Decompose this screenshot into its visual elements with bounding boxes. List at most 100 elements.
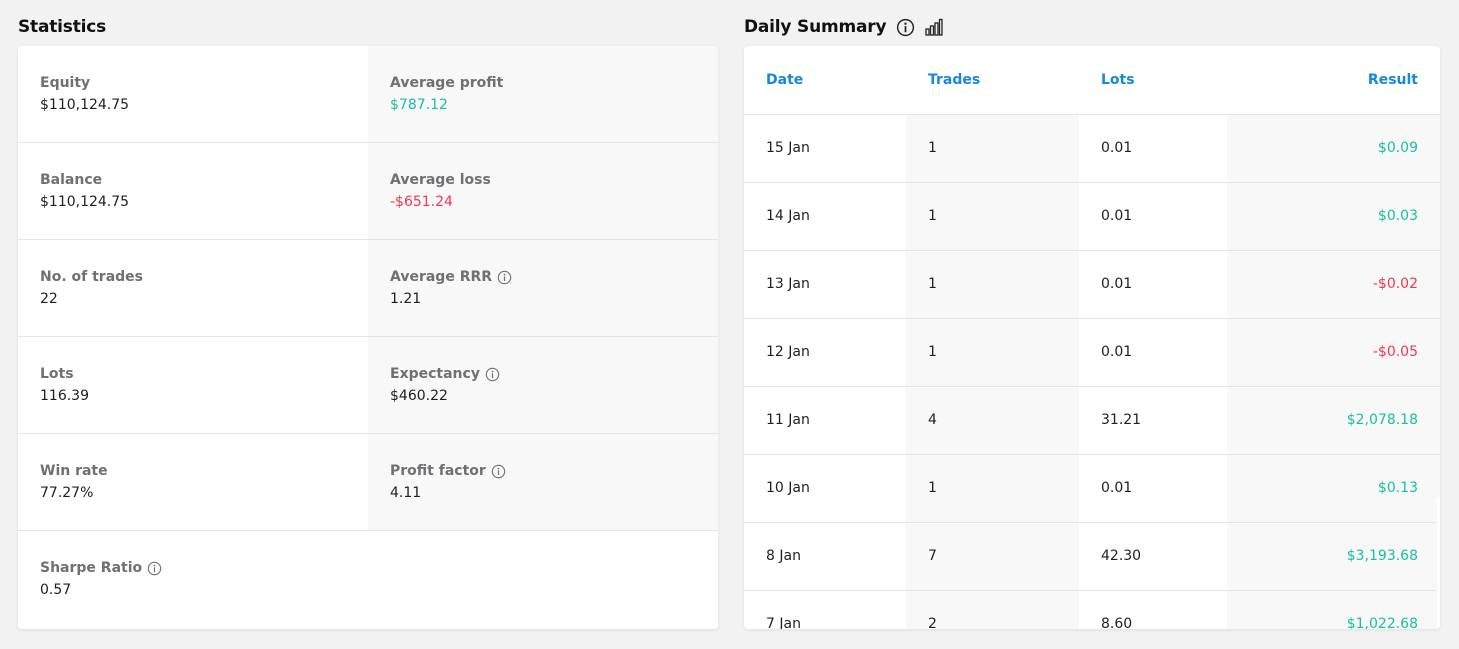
table-row: 11 Jan 4 31.21 $2,078.18 [744, 386, 1440, 455]
statistics-card: Equity $110,124.75 Average profit $787.12 Ba… [18, 46, 718, 629]
table-scrollbar[interactable] [1437, 498, 1440, 628]
stat-cell: Average loss -$651.24 [368, 143, 718, 239]
daily-summary-card: Date Trades Lots Result 15 Jan 1 0.01 $0.09… [744, 46, 1440, 629]
stat-label-text: Average RRR [390, 269, 493, 285]
table-row: 12 Jan 1 0.01 -$0.05 [744, 318, 1440, 387]
daily-summary-table: Date Trades Lots Result 15 Jan 1 0.01 $0.09… [744, 46, 1440, 629]
info-icon[interactable] [491, 464, 506, 479]
stat-value: 0.57 [40, 582, 72, 598]
table-row: 10 Jan 1 0.01 $0.13 [744, 454, 1440, 523]
stat-cell: Balance $110,124.75 [18, 143, 368, 239]
cell-date: 10 Jan [744, 454, 906, 523]
cell-lots: 0.01 [1079, 114, 1227, 183]
cell-date: 12 Jan [744, 318, 906, 387]
cell-trades: 1 [906, 114, 1079, 183]
cell-trades: 1 [906, 318, 1079, 387]
stat-cell: Profit factor 4.11 [368, 434, 718, 530]
stat-label-text: Expectancy [390, 366, 480, 382]
cell-trades: 1 [906, 250, 1079, 319]
table-header-row: Date Trades Lots Result [744, 46, 1440, 115]
cell-date: 11 Jan [744, 386, 906, 455]
cell-result: $0.03 [1227, 182, 1440, 251]
stat-label-text: Sharpe Ratio [40, 560, 143, 576]
cell-lots: 0.01 [1079, 250, 1227, 319]
stat-label-text: Average loss [390, 172, 491, 188]
column-header-result[interactable]: Result [1227, 46, 1440, 115]
cell-result: $0.13 [1227, 454, 1440, 523]
cell-date: 8 Jan [744, 522, 906, 591]
cell-date: 13 Jan [744, 250, 906, 319]
info-icon[interactable] [147, 561, 162, 576]
stat-label: Win rate [40, 462, 368, 480]
stat-value: 4.11 [390, 485, 422, 501]
cell-trades: 4 [906, 386, 1079, 455]
stats-row: Equity $110,124.75 Average profit $787.12 [18, 46, 718, 143]
stat-cell: Lots 116.39 [18, 337, 368, 433]
stats-row: Balance $110,124.75 Average loss -$651.24 [18, 143, 718, 240]
cell-trades: 1 [906, 182, 1079, 251]
stat-cell: Average profit $787.12 [368, 46, 718, 142]
column-header-date[interactable]: Date [744, 46, 906, 115]
bar-chart-icon[interactable] [925, 18, 944, 36]
info-icon[interactable] [485, 367, 500, 382]
column-header-trades[interactable]: Trades [906, 46, 1079, 115]
stat-label: No. of trades [40, 268, 368, 286]
stat-label: Lots [40, 365, 368, 383]
daily-summary-title: Daily Summary [744, 16, 944, 38]
cell-result: -$0.05 [1227, 318, 1440, 387]
table-row: 14 Jan 1 0.01 $0.03 [744, 182, 1440, 251]
stat-label: Average RRR [390, 268, 718, 286]
stat-cell: Average RRR 1.21 [368, 240, 718, 336]
cell-date: 15 Jan [744, 114, 906, 183]
column-header-lots[interactable]: Lots [1079, 46, 1227, 115]
stat-cell: Equity $110,124.75 [18, 46, 368, 142]
stat-value: $110,124.75 [40, 97, 130, 113]
stat-label-text: Average profit [390, 75, 504, 91]
stat-label: Balance [40, 171, 368, 189]
stat-label: Expectancy [390, 365, 718, 383]
stat-label-text: Win rate [40, 463, 108, 479]
table-row: 7 Jan 2 8.60 $1,022.68 [744, 590, 1440, 629]
info-icon[interactable] [896, 18, 915, 37]
stat-label: Profit factor [390, 462, 718, 480]
stat-label: Sharpe Ratio [40, 559, 368, 577]
stats-row: Win rate 77.27% Profit factor 4.11 [18, 434, 718, 531]
stats-row: Sharpe Ratio 0.57 [18, 531, 718, 628]
cell-lots: 0.01 [1079, 454, 1227, 523]
stat-value: 1.21 [390, 291, 422, 307]
cell-lots: 0.01 [1079, 318, 1227, 387]
cell-result: $1,022.68 [1227, 590, 1440, 629]
stat-label: Average loss [390, 171, 718, 189]
stat-cell: Sharpe Ratio 0.57 [18, 531, 368, 628]
cell-result: $3,193.68 [1227, 522, 1440, 591]
stat-cell: Win rate 77.27% [18, 434, 368, 530]
stat-cell: Expectancy $460.22 [368, 337, 718, 433]
stat-label: Equity [40, 74, 368, 92]
stat-value: -$651.24 [390, 194, 453, 210]
stat-label-text: No. of trades [40, 269, 144, 285]
stat-value: $787.12 [390, 97, 448, 113]
statistics-title: Statistics [18, 16, 106, 38]
cell-result: -$0.02 [1227, 250, 1440, 319]
cell-lots: 8.60 [1079, 590, 1227, 629]
stat-value: $110,124.75 [40, 194, 130, 210]
stat-label-text: Profit factor [390, 463, 486, 479]
stat-value: 116.39 [40, 388, 89, 404]
cell-trades: 2 [906, 590, 1079, 629]
table-row: 13 Jan 1 0.01 -$0.02 [744, 250, 1440, 319]
cell-result: $2,078.18 [1227, 386, 1440, 455]
cell-lots: 31.21 [1079, 386, 1227, 455]
stats-row: No. of trades 22 Average RRR 1.21 [18, 240, 718, 337]
stat-label-text: Balance [40, 172, 103, 188]
stat-value: $460.22 [390, 388, 448, 404]
cell-date: 7 Jan [744, 590, 906, 629]
stat-value: 22 [40, 291, 58, 307]
statistics-title-text: Statistics [18, 17, 107, 37]
stat-value: 77.27% [40, 485, 94, 501]
stat-cell: No. of trades 22 [18, 240, 368, 336]
stats-row: Lots 116.39 Expectancy $460.22 [18, 337, 718, 434]
stat-label-text: Lots [40, 366, 74, 382]
daily-summary-title-text: Daily Summary [744, 17, 887, 37]
info-icon[interactable] [497, 270, 512, 285]
cell-lots: 42.30 [1079, 522, 1227, 591]
